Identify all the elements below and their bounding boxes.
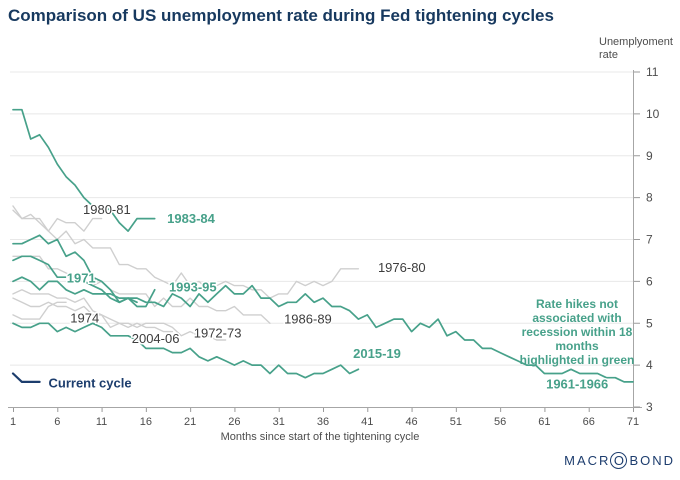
macrobond-logo: MACR O BOND: [564, 449, 675, 471]
series-label-1976-80: 1976-80: [378, 260, 426, 275]
series-line-1976-80: [12, 205, 360, 299]
series-line-1980-81: [12, 209, 103, 232]
logo-text-post: BOND: [629, 452, 675, 468]
series-line-1972-73: [12, 289, 174, 333]
series-line-2004-06: [12, 297, 227, 341]
x-tick-label: 71: [627, 416, 639, 428]
y-tick-label: 3: [646, 400, 653, 414]
y-tick-label: 10: [646, 107, 660, 121]
x-tick-label: 61: [538, 416, 550, 428]
x-tick-label: 36: [317, 416, 329, 428]
series-line-1961-1966: [12, 234, 634, 383]
series-line-1983-84: [12, 108, 156, 232]
series-label-1971: 1971: [67, 271, 96, 286]
x-tick-label: 1: [10, 416, 16, 428]
series-line-1986-89: [12, 255, 271, 324]
chart-title: Comparison of US unemployment rate durin…: [8, 6, 554, 25]
series-line-current-cycle: [11, 372, 41, 383]
x-tick-label: 6: [54, 416, 60, 428]
series-label-1974: 1974: [70, 311, 99, 326]
series-line-1971: [12, 276, 138, 304]
x-tick-label: 26: [228, 416, 240, 428]
y-tick-label: 5: [646, 316, 653, 330]
series-label-current-cycle: Current cycle: [49, 376, 132, 391]
logo-o-ring: O: [610, 451, 628, 469]
x-tick-label: 11: [96, 416, 107, 428]
x-tick-label: 31: [273, 416, 285, 428]
x-tick-label: 66: [583, 416, 595, 428]
x-tick-label: 51: [450, 416, 462, 428]
series-label-1986-89: 1986-89: [284, 312, 332, 327]
series-label-2004-06: 2004-06: [132, 331, 180, 346]
y-tick-label: 9: [646, 149, 653, 163]
y-axis-title: Unemplyoment rate: [599, 36, 673, 61]
series-label-1983-84: 1983-84: [167, 211, 215, 226]
logo-text-pre: MACR: [564, 452, 611, 468]
y-tick-label: 7: [646, 233, 653, 247]
series-line-1993-95: [12, 255, 156, 308]
series-label-1980-81: 1980-81: [83, 202, 131, 217]
series-label-2015-19: 2015-19: [353, 346, 401, 361]
series-line-2015-19: [12, 322, 360, 379]
series-label-1972-73: 1972-73: [194, 325, 242, 340]
x-axis-title: Months since start of the tightening cyc…: [220, 431, 420, 443]
y-tick-label: 8: [646, 191, 653, 205]
x-tick-label: 46: [405, 416, 417, 428]
y-tick-label: 6: [646, 274, 653, 288]
series-label-1993-95: 1993-95: [169, 280, 217, 295]
x-tick-label: 56: [494, 416, 506, 428]
x-tick-label: 41: [361, 416, 373, 428]
y-tick-label: 11: [646, 65, 659, 79]
series-label-1961-1966: 1961-1966: [546, 376, 608, 391]
annotation-note: Rate hikes not associated with recession…: [519, 297, 635, 367]
x-tick-label: 16: [140, 416, 152, 428]
series-line-1974: [12, 301, 67, 320]
x-tick-label: 21: [184, 416, 196, 428]
y-tick-label: 4: [646, 358, 653, 372]
